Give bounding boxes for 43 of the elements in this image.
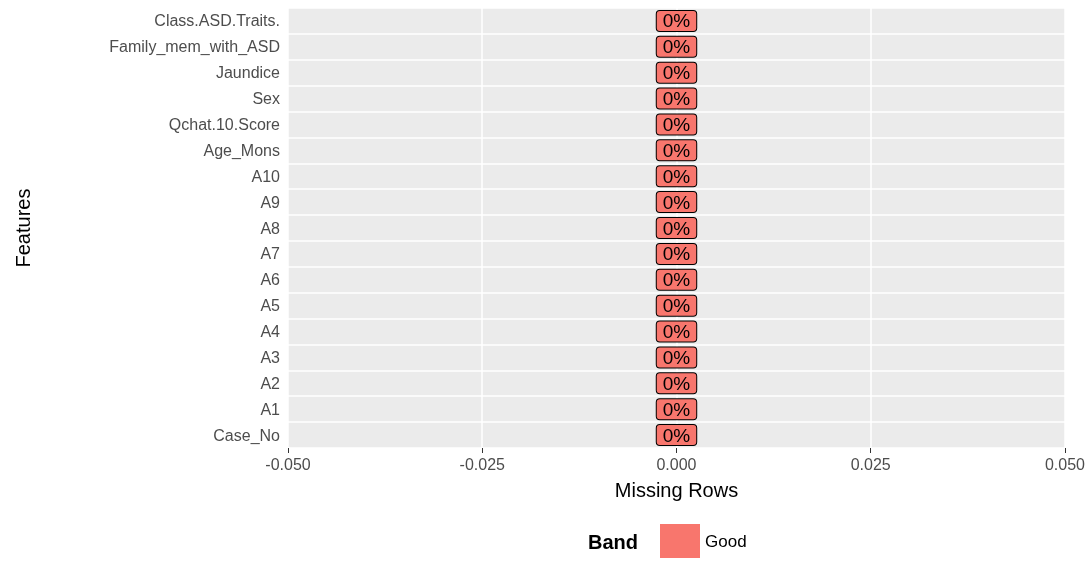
data-label: 0% (662, 139, 691, 161)
x-tick-label: -0.050 (265, 455, 311, 473)
y-tick-label: A5 (260, 297, 281, 315)
data-label: 0% (662, 398, 691, 420)
y-tick-label: A6 (260, 271, 281, 289)
data-label: 0% (662, 321, 691, 343)
x-axis-title: Missing Rows (614, 479, 739, 501)
y-axis-title: Features (12, 188, 34, 268)
data-label: 0% (662, 269, 691, 291)
data-label: 0% (662, 10, 691, 32)
x-tick-label: 0.025 (850, 455, 891, 473)
data-label: 0% (662, 424, 691, 446)
x-tick-label: 0.050 (1044, 455, 1086, 473)
legend-title: Band (588, 531, 638, 553)
y-tick-label: A10 (251, 167, 281, 185)
y-tick-label: Family_mem_with_ASD (109, 38, 280, 57)
y-tick-label: Case_No (213, 426, 281, 445)
y-tick-label: A4 (260, 323, 281, 341)
data-label: 0% (662, 88, 691, 110)
data-label: 0% (662, 372, 691, 394)
data-label: 0% (662, 346, 691, 368)
x-tick-label: -0.025 (459, 455, 506, 473)
data-label: 0% (662, 113, 691, 135)
y-tick-label: Jaundice (215, 64, 281, 82)
y-tick-label: Qchat.10.Score (168, 115, 281, 133)
y-tick-label: Class.ASD.Traits. (154, 12, 280, 30)
data-label: 0% (662, 217, 691, 239)
y-tick-label: A2 (260, 374, 281, 392)
y-tick-label: A7 (260, 245, 281, 263)
legend-label: Good (705, 531, 747, 551)
data-label: 0% (662, 36, 691, 58)
data-label: 0% (662, 165, 691, 187)
y-tick-label: A3 (260, 348, 281, 366)
y-tick-label: Sex (252, 90, 280, 108)
data-label: 0% (662, 191, 691, 213)
y-tick-label: Age_Mons (203, 141, 280, 160)
data-label: 0% (662, 243, 691, 265)
x-tick-label: 0.000 (656, 455, 697, 473)
y-tick-label: A9 (260, 193, 281, 211)
data-label: 0% (662, 62, 691, 84)
y-tick-label: A8 (260, 219, 281, 237)
y-tick-label: A1 (260, 400, 281, 418)
data-label: 0% (662, 295, 691, 317)
